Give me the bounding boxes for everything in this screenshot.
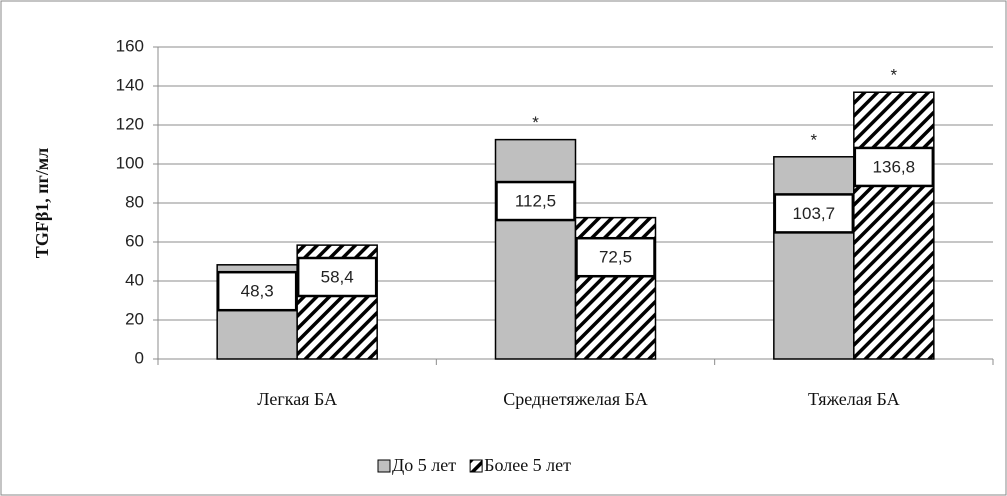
value-label-box	[296, 256, 378, 298]
bar	[494, 138, 577, 360]
value-label: 48,3	[241, 282, 274, 301]
legend-label: Более 5 лет	[484, 455, 571, 475]
x-tick-label: Среднетяжелая БА	[503, 389, 647, 409]
significance-marker: *	[532, 113, 539, 132]
y-tick-label: 140	[116, 75, 144, 94]
value-label-box	[575, 236, 656, 278]
y-tick-label: 100	[116, 153, 144, 172]
y-tick-label: 40	[125, 270, 144, 289]
y-tick-label: 60	[125, 231, 144, 250]
y-tick-label: 20	[125, 309, 144, 328]
bar	[853, 91, 935, 360]
value-label: 72,5	[599, 248, 632, 267]
value-label-box	[495, 180, 576, 222]
bar	[773, 156, 855, 360]
y-tick-label: 0	[135, 348, 144, 367]
legend-swatch	[469, 459, 483, 473]
legend-label: До 5 лет	[392, 455, 456, 475]
y-tick-label: 80	[125, 192, 144, 211]
x-tick-label: Легкая БА	[257, 389, 337, 409]
value-label-box	[773, 193, 855, 234]
legend-swatch	[377, 459, 391, 473]
value-label: 58,4	[321, 267, 354, 286]
value-label: 112,5	[515, 192, 556, 211]
y-tick-label: 120	[116, 114, 144, 133]
value-label-box	[216, 270, 298, 312]
value-label: 103,7	[793, 204, 836, 223]
significance-marker: *	[891, 66, 898, 85]
y-axis-title: TGFβ1, пг/мл	[32, 148, 52, 258]
x-tick-label: Тяжелая БА	[808, 389, 900, 409]
significance-marker: *	[811, 130, 818, 149]
y-tick-label: 160	[116, 36, 144, 55]
value-label: 136,8	[873, 157, 916, 176]
value-label-box	[853, 146, 935, 188]
